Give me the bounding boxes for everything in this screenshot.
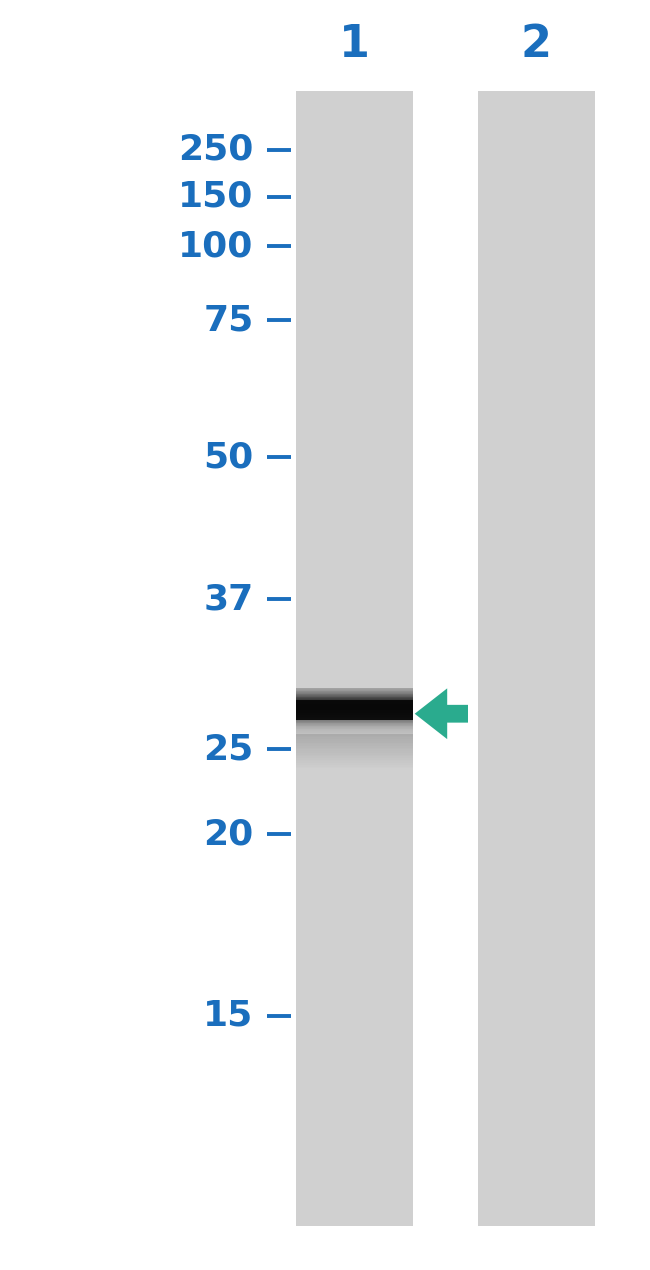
Text: 15: 15 (203, 999, 254, 1033)
Bar (296, 754, 413, 757)
Bar (296, 762, 413, 763)
Text: 25: 25 (203, 733, 254, 766)
Bar (296, 753, 413, 754)
Text: 1: 1 (339, 23, 370, 66)
Text: 20: 20 (203, 818, 254, 851)
Bar (296, 752, 413, 753)
Bar (296, 748, 413, 749)
Bar (296, 763, 413, 765)
Bar (296, 734, 413, 735)
Text: 150: 150 (178, 180, 254, 213)
Bar (296, 767, 413, 768)
Bar (296, 739, 413, 740)
Bar (296, 759, 413, 762)
Bar (296, 738, 413, 739)
Bar (296, 758, 413, 759)
Bar (296, 745, 413, 748)
Bar (296, 743, 413, 744)
Text: 50: 50 (203, 441, 254, 474)
Bar (296, 91, 413, 1226)
Bar (296, 700, 413, 720)
Text: 37: 37 (203, 583, 254, 616)
Bar (296, 757, 413, 758)
Bar (478, 91, 595, 1226)
Bar (296, 740, 413, 743)
Text: 100: 100 (178, 230, 254, 263)
Bar (296, 744, 413, 745)
Bar (296, 735, 413, 738)
Text: 2: 2 (521, 23, 552, 66)
Bar (296, 749, 413, 752)
Text: 250: 250 (178, 133, 254, 166)
FancyArrow shape (415, 688, 468, 739)
Bar (296, 765, 413, 767)
Text: 75: 75 (203, 304, 254, 337)
